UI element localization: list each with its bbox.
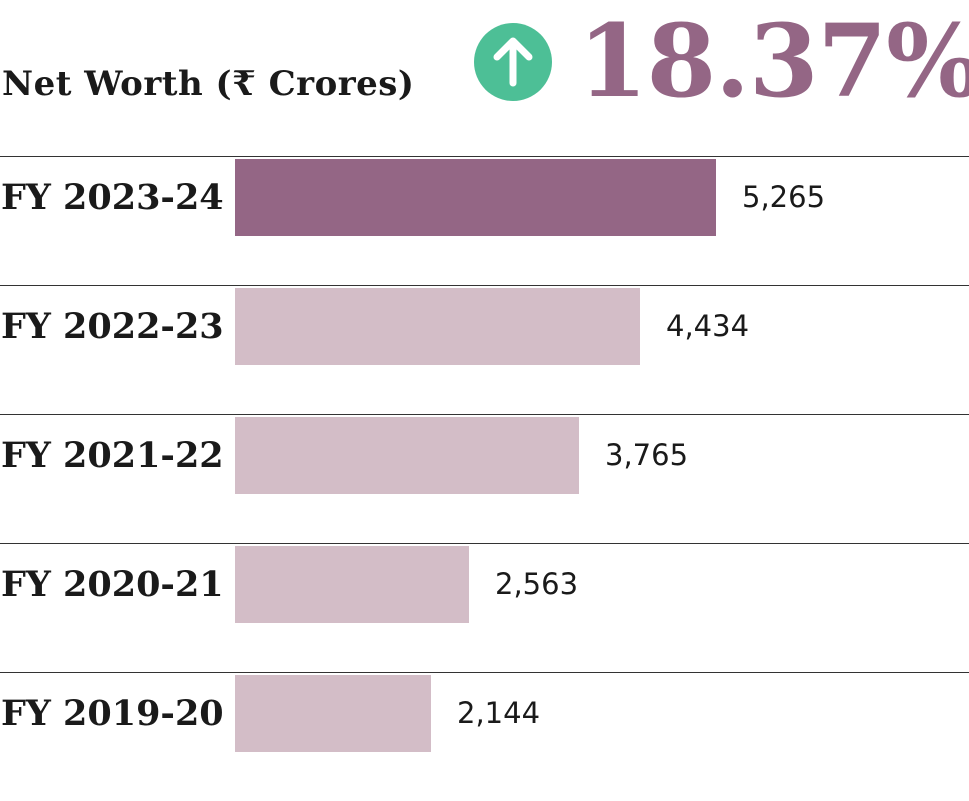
category-label: FY 2019-20: [1, 693, 224, 734]
chart-title: Net Worth (₹ Crores): [2, 64, 415, 104]
category-label: FY 2023-24: [1, 177, 224, 218]
growth-percentage: 18.37%: [578, 2, 969, 120]
chart-row: FY 2020-21 2,563: [0, 543, 969, 672]
bar-value-label: 5,265: [742, 180, 826, 214]
category-label: FY 2022-23: [1, 306, 224, 347]
bar-value-label: 2,144: [457, 696, 541, 730]
bar: [235, 546, 469, 623]
bar: [235, 417, 579, 494]
arrow-up-icon: [474, 23, 552, 101]
bar: [235, 288, 640, 365]
bar: [235, 675, 431, 752]
category-label: FY 2020-21: [1, 564, 224, 605]
bar-value-label: 4,434: [666, 309, 750, 343]
chart-row: FY 2023-24 5,265: [0, 156, 969, 285]
bar-value-label: 3,765: [605, 438, 689, 472]
chart-row: FY 2022-23 4,434: [0, 285, 969, 414]
chart-row: FY 2019-20 2,144: [0, 672, 969, 801]
chart-row: FY 2021-22 3,765: [0, 414, 969, 543]
bar: [235, 159, 716, 236]
bar-chart: FY 2023-24 5,265 FY 2022-23 4,434 FY 2021-22…: [0, 156, 969, 801]
chart-header: Net Worth (₹ Crores) 18.37%: [0, 0, 969, 156]
bar-value-label: 2,563: [495, 567, 579, 601]
category-label: FY 2021-22: [1, 435, 224, 476]
